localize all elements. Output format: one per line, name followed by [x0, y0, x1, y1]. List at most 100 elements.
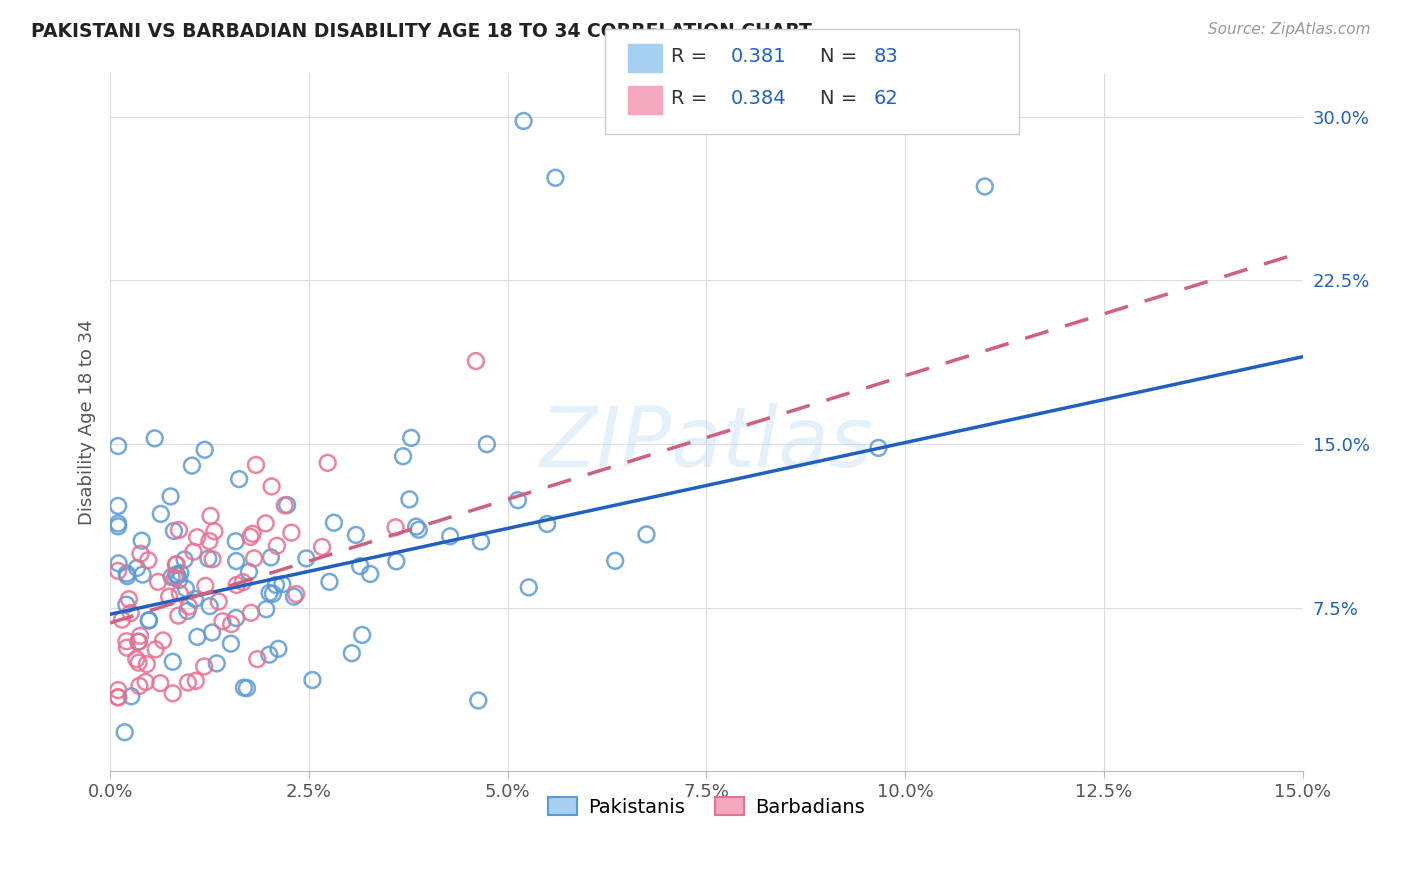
Point	[165, 558, 187, 572]
Point	[264, 578, 287, 592]
Point	[323, 516, 346, 530]
Point	[184, 591, 207, 606]
Point	[131, 533, 153, 548]
Point	[107, 519, 129, 533]
Point	[408, 523, 430, 537]
Point	[384, 520, 406, 534]
Point	[201, 552, 224, 566]
Point	[225, 578, 247, 592]
Point	[283, 590, 305, 604]
Point	[266, 539, 288, 553]
Point	[120, 690, 142, 704]
Point	[149, 507, 172, 521]
Point	[232, 681, 254, 695]
Point	[125, 561, 148, 575]
Point	[316, 456, 339, 470]
Point	[107, 557, 129, 571]
Point	[128, 634, 150, 648]
Point	[107, 690, 129, 705]
Point	[125, 652, 148, 666]
Point	[167, 573, 190, 587]
Point	[517, 580, 540, 594]
Point	[536, 516, 558, 531]
Point	[201, 625, 224, 640]
Point	[107, 690, 129, 705]
Point	[352, 628, 374, 642]
Point	[260, 550, 283, 565]
Point	[117, 569, 139, 583]
Text: 83: 83	[873, 46, 898, 66]
Point	[544, 170, 567, 185]
Point	[295, 551, 318, 566]
Point	[636, 527, 658, 541]
Point	[129, 629, 152, 643]
Point	[301, 673, 323, 687]
Point	[169, 566, 191, 580]
Text: R =: R =	[671, 88, 713, 108]
Point	[107, 499, 129, 513]
Point	[280, 525, 302, 540]
Point	[197, 551, 219, 566]
Point	[868, 441, 890, 455]
Point	[177, 599, 200, 614]
Point	[177, 675, 200, 690]
Point	[392, 449, 415, 463]
Point	[225, 554, 247, 568]
Point	[399, 431, 422, 445]
Text: N =: N =	[820, 88, 863, 108]
Point	[166, 568, 188, 582]
Point	[167, 523, 190, 537]
Point	[470, 534, 492, 549]
Point	[162, 655, 184, 669]
Point	[200, 508, 222, 523]
Point	[232, 575, 254, 590]
Point	[506, 493, 529, 508]
Legend: Pakistanis, Barbadians: Pakistanis, Barbadians	[540, 789, 873, 824]
Point	[225, 611, 247, 625]
Point	[180, 458, 202, 473]
Point	[359, 566, 381, 581]
Point	[166, 558, 188, 572]
Point	[439, 529, 461, 543]
Point	[114, 725, 136, 739]
Point	[271, 577, 294, 591]
Point	[228, 472, 250, 486]
Point	[184, 673, 207, 688]
Point	[138, 614, 160, 628]
Point	[318, 574, 340, 589]
Point	[165, 567, 187, 582]
Point	[349, 559, 371, 574]
Point	[273, 499, 295, 513]
Point	[262, 587, 284, 601]
Point	[176, 604, 198, 618]
Point	[405, 519, 427, 533]
Point	[311, 540, 333, 554]
Point	[152, 633, 174, 648]
Point	[259, 648, 281, 662]
Point	[115, 566, 138, 581]
Point	[129, 547, 152, 561]
Point	[162, 686, 184, 700]
Point	[260, 479, 283, 493]
Point	[194, 442, 217, 457]
Point	[163, 524, 186, 538]
Point	[169, 586, 191, 600]
Point	[111, 613, 134, 627]
Point	[128, 679, 150, 693]
Point	[285, 587, 308, 601]
Point	[107, 439, 129, 453]
Text: R =: R =	[671, 46, 713, 66]
Point	[464, 354, 486, 368]
Point	[198, 599, 221, 614]
Point	[167, 608, 190, 623]
Text: ZIPatlas: ZIPatlas	[540, 402, 873, 483]
Point	[183, 545, 205, 559]
Point	[259, 586, 281, 600]
Point	[344, 528, 367, 542]
Point	[149, 676, 172, 690]
Text: 0.384: 0.384	[731, 88, 787, 108]
Point	[120, 606, 142, 620]
Point	[240, 606, 263, 620]
Point	[198, 534, 221, 549]
Point	[107, 683, 129, 698]
